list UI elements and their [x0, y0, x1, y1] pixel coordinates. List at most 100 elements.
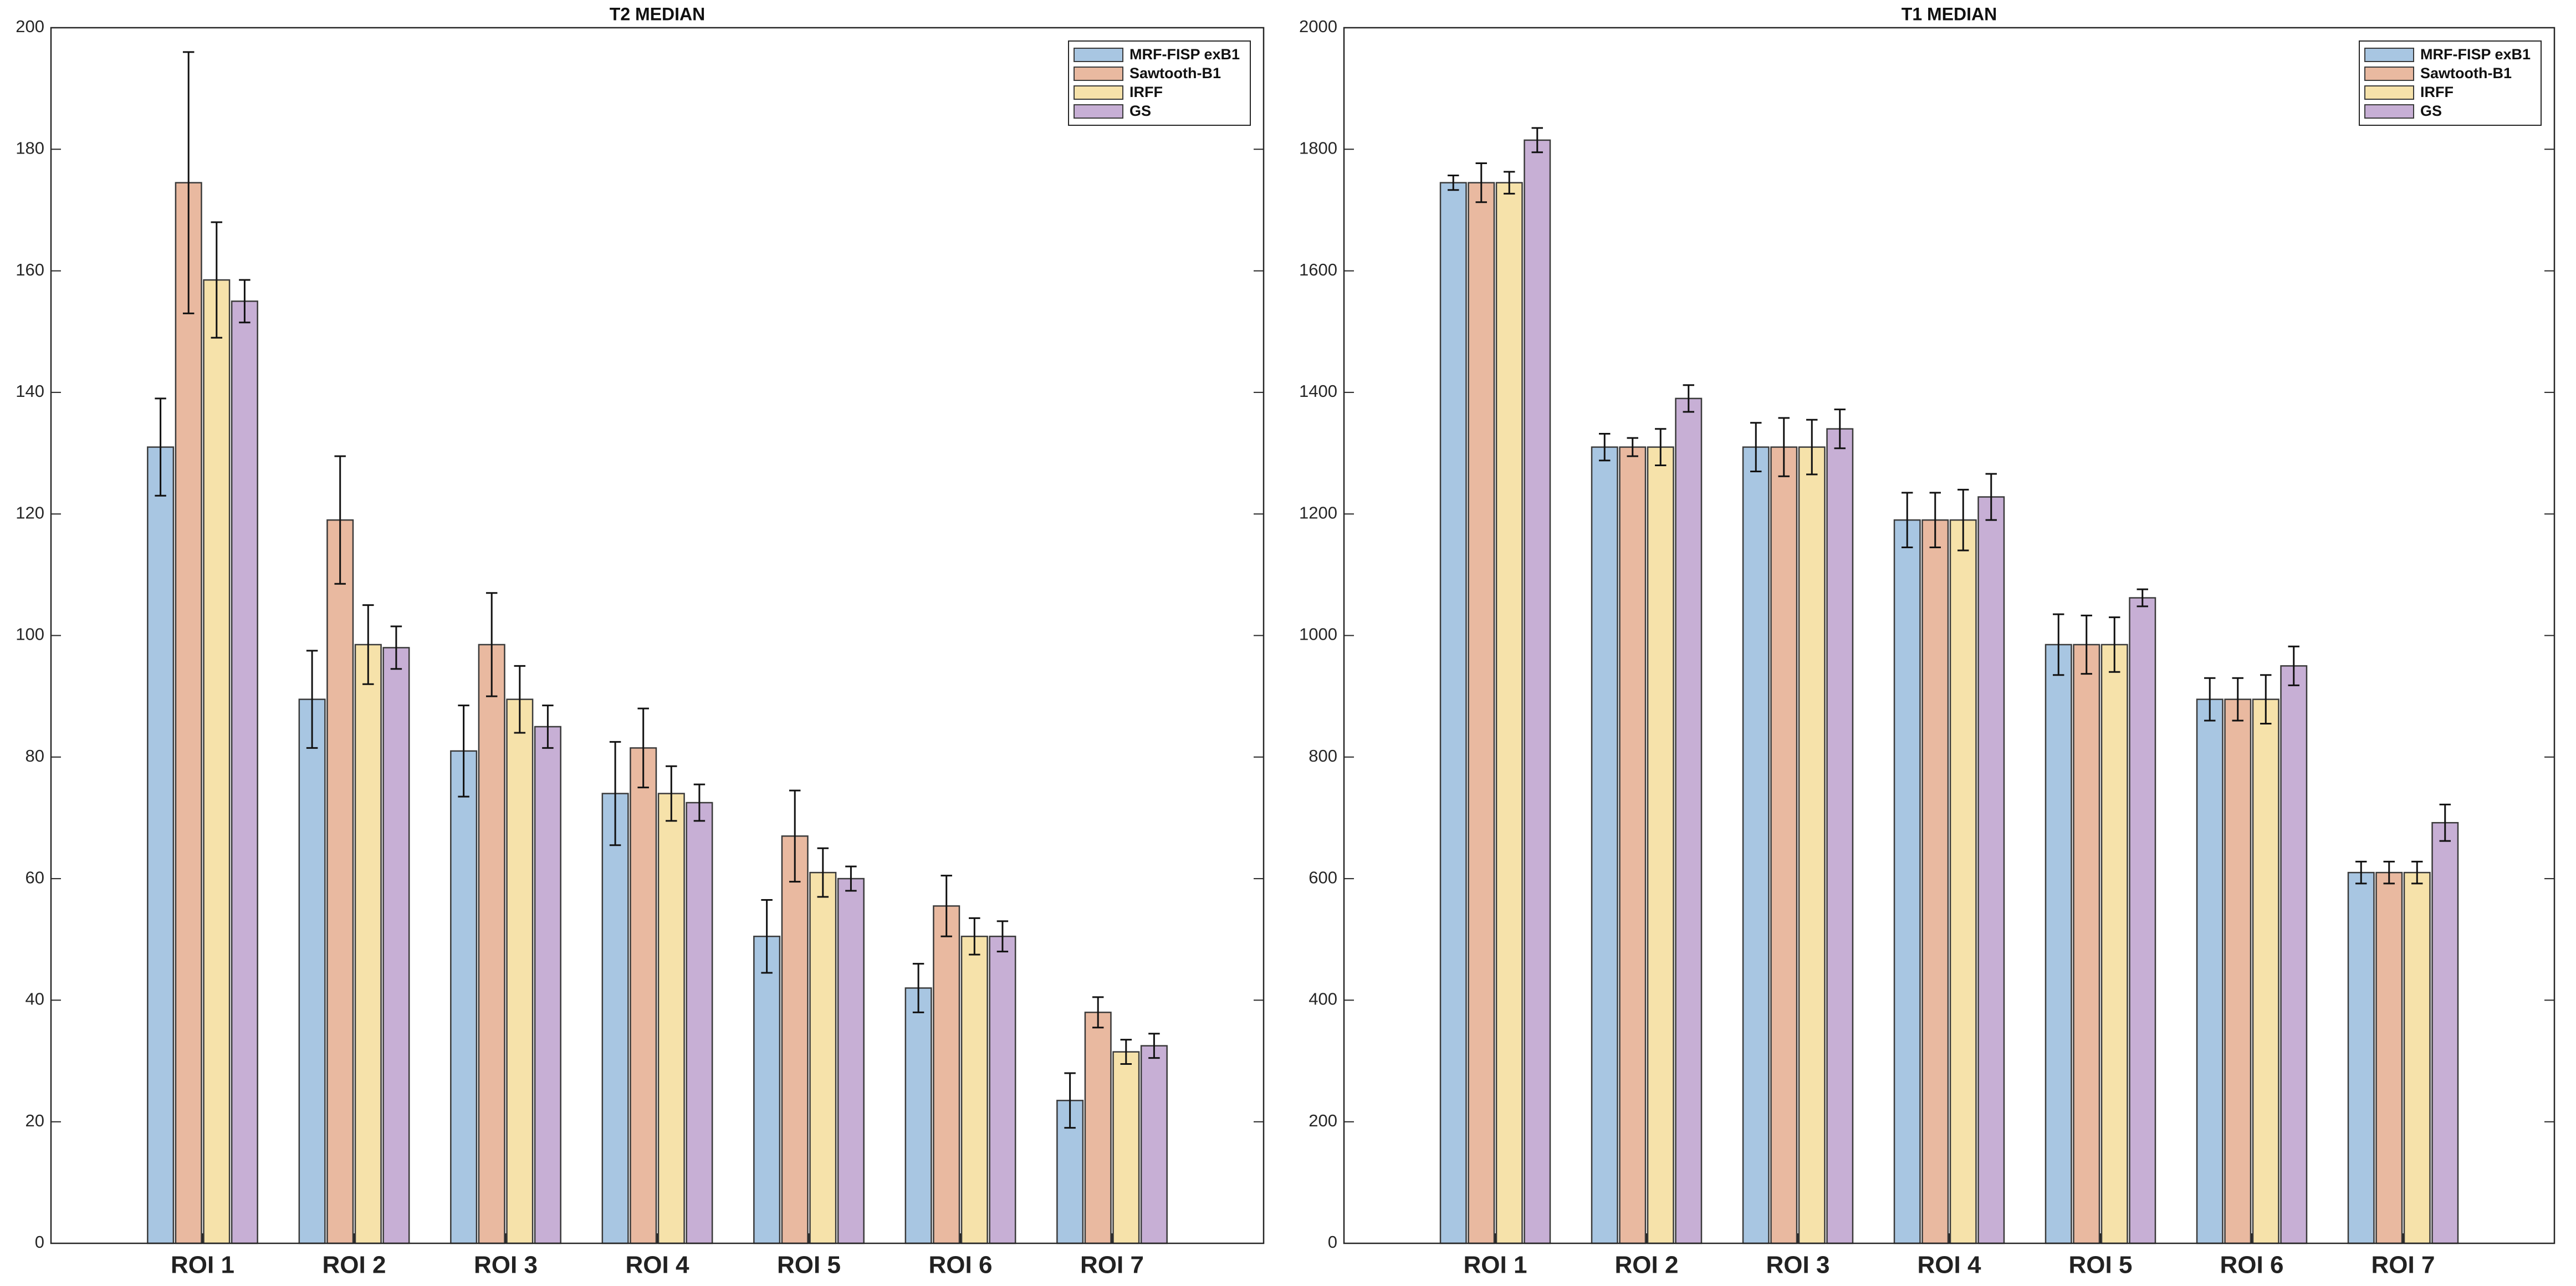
bar	[2252, 698, 2279, 1244]
bar	[1084, 1012, 1112, 1244]
y-tick-label: 200	[1309, 1111, 1337, 1130]
chart-title: T1 MEDIAN	[1902, 4, 1997, 24]
x-tick-label: ROI 1	[171, 1252, 234, 1279]
legend-label: MRF-FISP exB1	[1129, 46, 1240, 63]
x-tick-label: ROI 4	[1918, 1252, 1981, 1279]
bar	[1647, 446, 1674, 1244]
legend-swatch	[1074, 104, 1123, 119]
bar	[231, 300, 258, 1244]
legend-swatch	[2364, 48, 2414, 62]
x-tick-label: ROI 5	[2069, 1252, 2133, 1279]
bar	[1112, 1051, 1140, 1244]
legend-swatch	[2364, 67, 2414, 81]
y-tick-label: 1200	[1299, 503, 1337, 522]
y-tick-label: 600	[1309, 867, 1337, 887]
bar	[601, 793, 629, 1244]
y-tick-label: 0	[1328, 1232, 1337, 1252]
y-tick-label: 40	[25, 989, 44, 1009]
x-tick-label: ROI 6	[2220, 1252, 2284, 1279]
legend-label: IRFF	[1129, 84, 1163, 100]
bar	[837, 877, 865, 1244]
bar	[147, 446, 175, 1244]
bar	[2100, 644, 2128, 1244]
bar	[2224, 698, 2252, 1244]
bar	[809, 871, 837, 1244]
y-tick-label: 400	[1309, 989, 1337, 1009]
bar	[506, 698, 534, 1244]
legend-label: GS	[2420, 103, 2442, 119]
bar	[1949, 519, 1977, 1244]
x-tick-label: ROI 5	[777, 1252, 841, 1279]
bar	[1524, 139, 1551, 1244]
bar	[354, 644, 382, 1244]
x-tick-label: ROI 6	[929, 1252, 993, 1279]
bar	[2196, 698, 2224, 1244]
bar	[1591, 446, 1618, 1244]
bar	[1893, 519, 1921, 1244]
bar	[989, 936, 1016, 1244]
bar	[1977, 496, 2005, 1244]
bar	[1826, 428, 1854, 1244]
bar	[657, 793, 685, 1244]
bar	[450, 750, 478, 1244]
bar	[904, 987, 932, 1244]
y-tick-label: 140	[16, 381, 44, 401]
bar	[2129, 597, 2156, 1244]
y-tick-label: 180	[16, 138, 44, 157]
bar	[1742, 446, 1770, 1244]
bar	[534, 726, 561, 1244]
chart-panel: T1 MEDIAN 0 200 400 600 800 1000 1200 1400 1600 18…	[1299, 4, 2555, 1279]
y-tick-label: 800	[1309, 746, 1337, 766]
legend-swatch	[1074, 67, 1123, 81]
y-tick-label: 20	[25, 1111, 44, 1130]
y-tick-label: 80	[25, 746, 44, 766]
bar	[1619, 446, 1647, 1244]
y-tick-label: 200	[16, 17, 44, 36]
x-tick-label: ROI 2	[323, 1252, 386, 1279]
bar	[753, 936, 781, 1244]
y-tick-label: 160	[16, 260, 44, 279]
bar	[2431, 821, 2459, 1244]
x-tick-label: ROI 3	[474, 1252, 538, 1279]
bar	[1439, 182, 1467, 1244]
bar	[326, 519, 354, 1244]
bar	[298, 698, 326, 1244]
y-tick-label: 120	[16, 503, 44, 522]
legend-label: Sawtooth-B1	[2420, 65, 2512, 81]
bar	[781, 835, 809, 1244]
x-tick-label: ROI 1	[1464, 1252, 1527, 1279]
y-tick-label: 100	[16, 625, 44, 644]
bar	[2375, 871, 2403, 1244]
y-tick-label: 60	[25, 867, 44, 887]
bar	[1468, 182, 1495, 1244]
bar	[1495, 182, 1523, 1244]
bar	[1798, 446, 1826, 1244]
bar	[2347, 871, 2375, 1244]
y-tick-label: 1800	[1299, 138, 1337, 157]
y-tick-label: 1000	[1299, 625, 1337, 644]
x-tick-label: ROI 2	[1615, 1252, 1679, 1279]
bar	[1140, 1045, 1168, 1244]
bar	[1921, 519, 1949, 1244]
chart-panel: T2 MEDIAN 0 20 40 60 80 100 120 140 160 180 200 ROI …	[16, 4, 1265, 1279]
legend-swatch	[2364, 104, 2414, 119]
bar	[2280, 665, 2308, 1244]
legend-label: IRFF	[2420, 84, 2454, 100]
bar	[630, 747, 657, 1244]
bar	[1770, 446, 1798, 1244]
bar	[2403, 871, 2431, 1244]
bar	[2073, 644, 2100, 1244]
bar	[2045, 644, 2072, 1244]
bar	[478, 644, 505, 1244]
bar	[686, 802, 713, 1244]
y-tick-label: 1400	[1299, 381, 1337, 401]
y-tick-label: 1600	[1299, 260, 1337, 279]
x-tick-label: ROI 4	[626, 1252, 689, 1279]
legend-swatch	[1074, 48, 1123, 62]
y-tick-label: 2000	[1299, 17, 1337, 36]
bar	[175, 182, 202, 1244]
legend-swatch	[2364, 85, 2414, 100]
x-tick-label: ROI 3	[1766, 1252, 1830, 1279]
